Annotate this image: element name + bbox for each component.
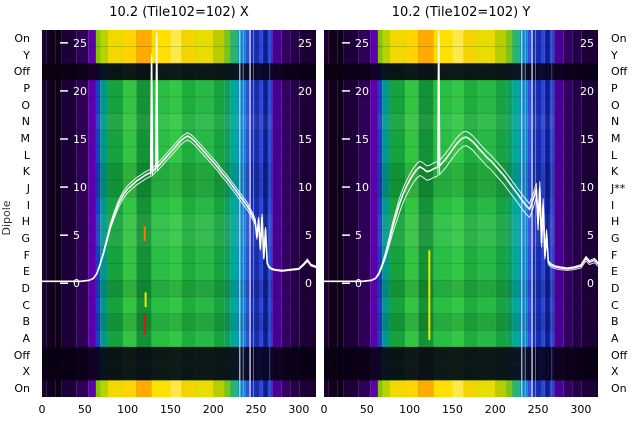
- svg-text:10: 10: [580, 181, 594, 194]
- svg-text:15: 15: [73, 133, 87, 146]
- dipole-row-label-left: K: [22, 165, 30, 179]
- dipole-row-label-left: I: [26, 198, 30, 212]
- dipole-row-label-left: H: [21, 215, 30, 229]
- dipole-row-label-right: D: [611, 282, 620, 296]
- svg-text:0: 0: [73, 277, 80, 290]
- svg-text:15: 15: [355, 133, 369, 146]
- heatmap-panel-y: 25 25 20 20 15 15 10 10 5 5 0 0: [324, 30, 598, 397]
- dipole-row-label-right: On: [611, 382, 627, 396]
- svg-text:5: 5: [587, 229, 594, 242]
- svg-text:10: 10: [298, 181, 312, 194]
- x-tick-label: 50: [359, 403, 374, 416]
- x-tick-label: 200: [484, 403, 506, 416]
- x-tick-label: 0: [38, 403, 46, 416]
- x-tick-label: 100: [117, 403, 139, 416]
- dipole-row-label-right: Off: [611, 348, 628, 362]
- dipole-row-label-left: C: [22, 298, 30, 312]
- dipole-row-label-left: O: [21, 98, 30, 112]
- dipole-row-label-left: On: [14, 31, 30, 45]
- svg-text:0: 0: [587, 277, 594, 290]
- x-tick-label: 250: [245, 403, 267, 416]
- dipole-row-label-right: M: [611, 131, 621, 145]
- x-tick-label: 300: [288, 403, 310, 416]
- svg-text:5: 5: [73, 229, 80, 242]
- dipole-row-label-right: On: [611, 31, 627, 45]
- panel-y-title: 10.2 (Tile102=102) Y: [391, 5, 531, 20]
- x-tick-label: 100: [399, 403, 421, 416]
- heatmap-panel-x: 25 25 20 20 15 15 10 10 5 5 0 0: [42, 30, 316, 397]
- svg-text:25: 25: [73, 37, 87, 50]
- dipole-row-label-left: P: [23, 81, 30, 95]
- svg-text:10: 10: [73, 181, 87, 194]
- svg-text:25: 25: [298, 37, 312, 50]
- x-tick-label: 0: [320, 403, 328, 416]
- x-tick-label: 150: [441, 403, 463, 416]
- dipole-row-label-left: X: [22, 365, 30, 379]
- x-tick-label: 150: [159, 403, 181, 416]
- dipole-row-label-right: C: [611, 298, 619, 312]
- dipole-row-label-right: K: [611, 165, 619, 179]
- svg-text:20: 20: [73, 85, 87, 98]
- dipole-row-label-right: X: [611, 365, 619, 379]
- x-tick-label: 200: [202, 403, 224, 416]
- x-tick-label: 300: [570, 403, 592, 416]
- dipole-row-label-left: B: [22, 315, 30, 329]
- dipole-row-label-right: L: [611, 148, 618, 162]
- dipole-row-label-left: F: [23, 248, 30, 262]
- panel-svg: 25 25 20 20 15 15 10 10 5 5 0 0: [324, 30, 598, 397]
- dipole-row-label-left: Y: [23, 48, 30, 62]
- dipole-row-label-right: A: [611, 332, 619, 346]
- dipole-row-label-left: E: [23, 265, 30, 279]
- dipole-row-label-right: E: [611, 265, 618, 279]
- svg-text:0: 0: [355, 277, 362, 290]
- dipole-row-label-right: J**: [611, 181, 626, 195]
- dipole-row-label-left: D: [21, 282, 30, 296]
- svg-text:15: 15: [298, 133, 312, 146]
- dipole-row-label-right: P: [611, 81, 618, 95]
- dipole-row-label-right: N: [611, 115, 620, 129]
- dipole-row-label-left: G: [21, 232, 30, 246]
- svg-text:20: 20: [355, 85, 369, 98]
- svg-text:10: 10: [355, 181, 369, 194]
- svg-text:25: 25: [580, 37, 594, 50]
- x-tick-label: 250: [527, 403, 549, 416]
- dipole-row-label-left: N: [21, 115, 30, 129]
- panel-x-title: 10.2 (Tile102=102) X: [109, 5, 249, 20]
- x-tick-label: 50: [77, 403, 92, 416]
- panel-svg: 25 25 20 20 15 15 10 10 5 5 0 0: [42, 30, 316, 397]
- dipole-row-label-right: I: [611, 198, 615, 212]
- svg-text:5: 5: [305, 229, 312, 242]
- dipole-row-label-left: L: [23, 148, 30, 162]
- svg-text:5: 5: [355, 229, 362, 242]
- dipole-row-label-left: J: [26, 181, 30, 195]
- dipole-row-label-right: H: [611, 215, 620, 229]
- dipole-row-label-right: G: [611, 232, 620, 246]
- svg-text:20: 20: [298, 85, 312, 98]
- dipole-row-label-left: Off: [13, 348, 30, 362]
- dipole-row-label-right: O: [611, 98, 620, 112]
- dipole-row-label-right: B: [611, 315, 619, 329]
- dipole-row-label-left: Off: [13, 65, 30, 79]
- dipole-row-label-right: Y: [611, 48, 618, 62]
- dipole-row-label-left: On: [14, 382, 30, 396]
- dipole-row-label-left: A: [22, 332, 30, 346]
- dipole-row-label-right: F: [611, 248, 618, 262]
- svg-text:0: 0: [305, 277, 312, 290]
- dipole-row-label-right: Off: [611, 65, 628, 79]
- svg-text:20: 20: [580, 85, 594, 98]
- dipole-row-label-left: M: [20, 131, 31, 145]
- svg-text:15: 15: [580, 133, 594, 146]
- svg-text:25: 25: [355, 37, 369, 50]
